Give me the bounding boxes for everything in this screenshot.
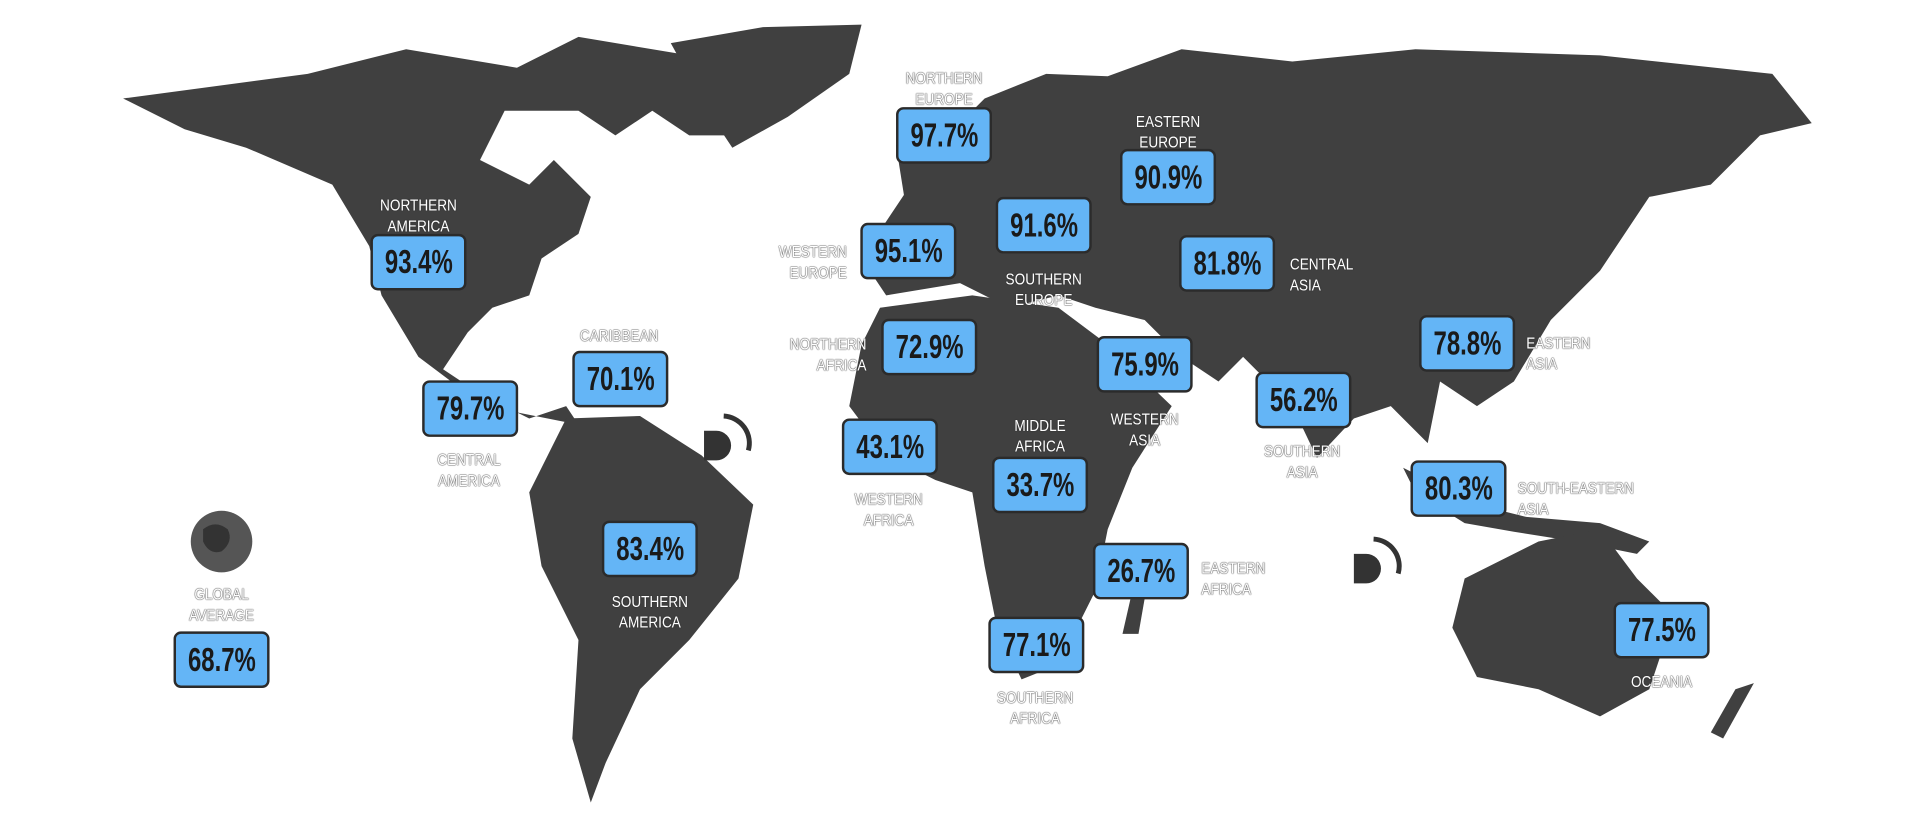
- region-value-box: 95.1%: [860, 222, 957, 280]
- region-label: SOUTHERN AFRICA: [996, 688, 1074, 728]
- region-label: WESTERN AFRICA: [854, 489, 923, 530]
- region-value-box: 97.7%: [896, 107, 993, 164]
- region-value-box: 93.4%: [370, 233, 467, 291]
- region-value: 75.9%: [1110, 345, 1179, 383]
- region-value: 79.7%: [436, 389, 505, 427]
- region-label: SOUTHERN AMERICA: [611, 592, 689, 632]
- eurasia: [861, 49, 1812, 458]
- region-value-box: 80.3%: [1410, 460, 1507, 517]
- south-america: [529, 416, 754, 803]
- region-value: 56.2%: [1269, 380, 1338, 418]
- region-value-box: 75.9%: [1096, 336, 1193, 393]
- region-value-box: 33.7%: [992, 456, 1089, 514]
- region-value-box: 26.7%: [1092, 542, 1189, 600]
- region-value-box: 56.2%: [1255, 371, 1352, 429]
- region-label: CENTRAL ASIA: [1289, 254, 1354, 295]
- region-value: 97.7%: [910, 116, 978, 154]
- region-value: 93.4%: [384, 243, 453, 281]
- region-label: SOUTHERN ASIA: [1264, 441, 1341, 482]
- region-label: OCEANIA: [1630, 672, 1693, 691]
- region-label: NORTHERN AMERICA: [380, 195, 457, 236]
- region-value: 90.9%: [1134, 158, 1202, 196]
- region-value: 70.1%: [586, 360, 655, 397]
- region-value: 91.6%: [1009, 206, 1078, 244]
- region-value: 95.1%: [874, 232, 943, 269]
- region-value: 77.1%: [1002, 625, 1071, 663]
- japan: [1548, 219, 1591, 298]
- region-value: 80.3%: [1424, 469, 1493, 507]
- region-value: 83.4%: [615, 529, 684, 567]
- region-label: EASTERN EUROPE: [1135, 112, 1201, 152]
- region-label: SOUTH-EASTERN ASIA: [1517, 478, 1634, 519]
- region-label: EASTERN ASIA: [1526, 333, 1591, 373]
- region-label: CARIBBEAN: [579, 326, 659, 345]
- region-label: NORTHERN EUROPE: [905, 68, 983, 109]
- region-value-box: 79.7%: [422, 380, 519, 437]
- region-label: SOUTHERN EUROPE: [1005, 269, 1082, 309]
- region-value: 26.7%: [1107, 552, 1175, 589]
- region-label: WESTERN ASIA: [1110, 409, 1179, 450]
- region-value-box: 90.9%: [1120, 148, 1217, 206]
- global-average-value: 68.7%: [187, 640, 256, 678]
- region-value: 72.9%: [895, 328, 964, 365]
- logo-d-icon: [704, 413, 1402, 584]
- region-value: 33.7%: [1006, 465, 1074, 503]
- region-value-box: 78.8%: [1419, 315, 1516, 372]
- region-value-box: 77.5%: [1613, 601, 1710, 659]
- region-value-box: 43.1%: [841, 418, 938, 476]
- region-value-box: 91.6%: [995, 196, 1092, 254]
- region-value-box: 83.4%: [601, 520, 698, 578]
- region-value: 78.8%: [1433, 324, 1502, 362]
- region-label: MIDDLE AFRICA: [1014, 416, 1066, 456]
- region-label: NORTHERN AFRICA: [789, 334, 867, 375]
- region-value-box: 77.1%: [988, 616, 1085, 674]
- global-average-label: GLOBAL AVERAGE: [189, 584, 254, 625]
- globe-icon: [190, 510, 253, 573]
- region-value: 81.8%: [1193, 244, 1262, 282]
- australia: [1452, 529, 1674, 717]
- region-value-box: 81.8%: [1179, 235, 1276, 292]
- greenland: [670, 24, 862, 148]
- north-america: [123, 36, 727, 425]
- global-average-box: 68.7%: [173, 631, 270, 689]
- region-label: CENTRAL AMERICA: [437, 450, 501, 490]
- region-value: 77.5%: [1627, 611, 1696, 649]
- region-value-box: 70.1%: [572, 350, 669, 408]
- region-label: EASTERN AFRICA: [1201, 558, 1266, 599]
- region-value: 43.1%: [855, 427, 924, 465]
- region-label: WESTERN EUROPE: [778, 242, 847, 282]
- region-value-box: 72.9%: [881, 318, 978, 376]
- new-zealand: [1710, 683, 1754, 739]
